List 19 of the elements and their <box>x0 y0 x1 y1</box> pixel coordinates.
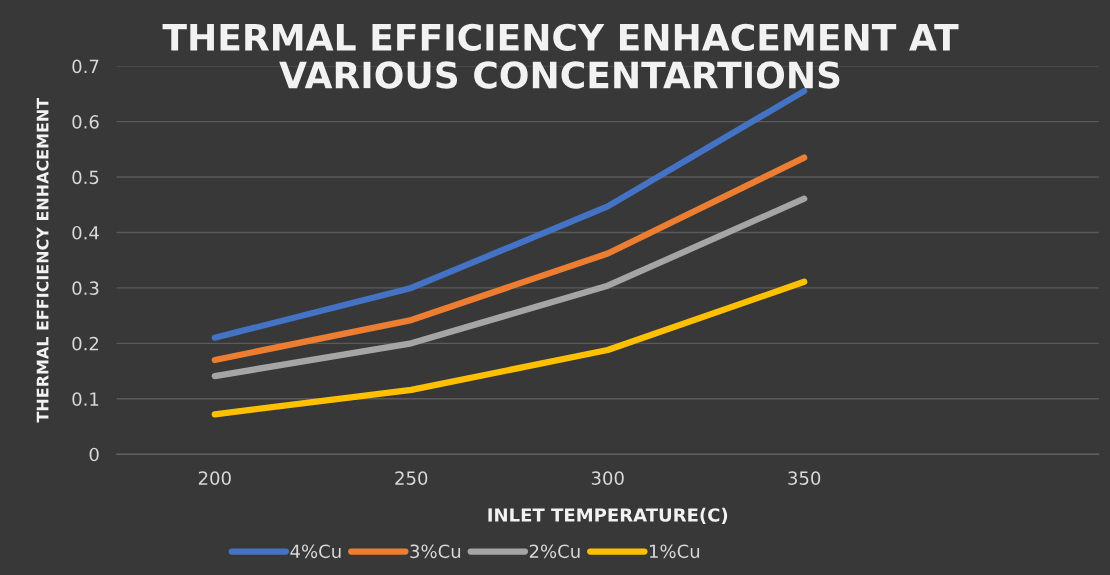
y-axis-title: THERMAL EFFICIENCY ENHACEMENT <box>36 97 49 423</box>
y-tick-label: 0.5 <box>72 170 99 185</box>
x-tick-label: 300 <box>591 471 624 485</box>
x-tick-label: 200 <box>198 471 231 485</box>
legend-label: 1%Cu <box>649 544 700 559</box>
y-tick-label: 0.2 <box>72 336 99 351</box>
x-tick-label: 250 <box>395 471 428 485</box>
y-tick-label: 0.4 <box>72 225 99 240</box>
x-tick-label: 350 <box>788 471 821 485</box>
y-tick-label: 0.1 <box>72 392 99 406</box>
y-tick-label: 0.3 <box>72 281 99 296</box>
legend-label: 3%Cu <box>410 544 461 559</box>
legend-label: 4%Cu <box>290 544 341 559</box>
y-tick-label: 0.6 <box>72 115 99 129</box>
y-tick-label: 0.7 <box>72 59 99 74</box>
y-tick-label: 0 <box>89 447 99 462</box>
x-axis-title: INLET TEMPERATURE(C) <box>488 507 728 524</box>
chart-title: THERMAL EFFICIENCY ENHACEMENT AT VARIOUS CONCENTARTIONS <box>162 23 959 89</box>
legend-label: 2%Cu <box>529 544 580 559</box>
